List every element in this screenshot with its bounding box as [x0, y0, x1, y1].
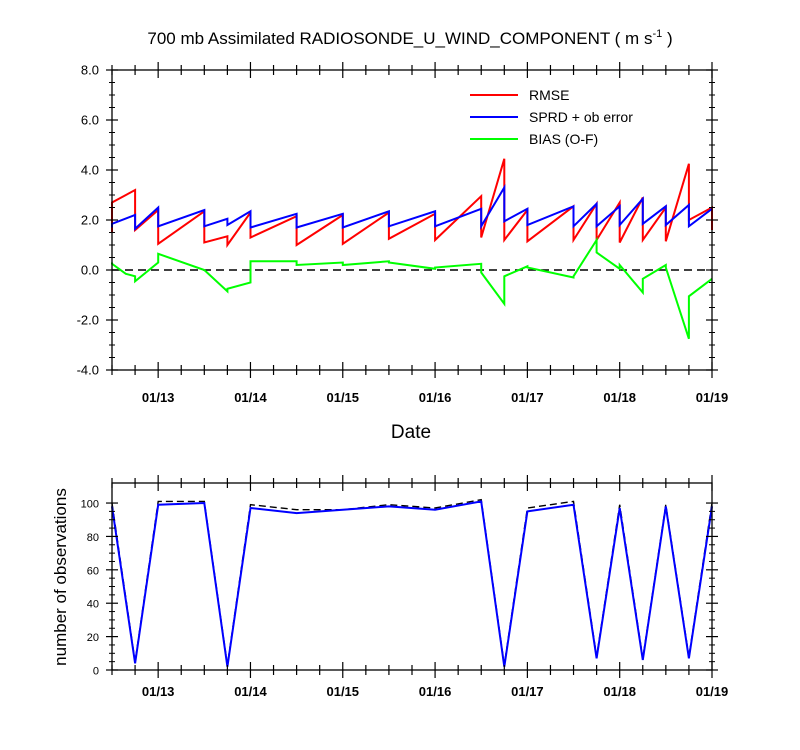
- legend-label-2: BIAS (O-F): [529, 131, 598, 147]
- bottom-x-tick-label: 01/14: [234, 684, 267, 699]
- top-x-tick-label: 01/16: [419, 390, 452, 405]
- top-x-tick-label: 01/13: [142, 390, 175, 405]
- top-chart-legend: RMSE SPRD + ob error BIAS (O-F): [470, 87, 633, 147]
- x-axis-label-date: Date: [391, 422, 431, 443]
- bottom-y-tick-label: 0: [93, 666, 99, 678]
- top-chart-axes: -4.0 -2.0 0.0 2.0 4.0 6.0 8.0 01/13 01/14 01/15 01…: [77, 62, 729, 405]
- bottom-chart-marks: [111, 498, 713, 667]
- top-chart-marks: [111, 158, 713, 340]
- bottom-x-tick-label: 01/17: [511, 684, 544, 699]
- bottom-y-tick-label: 100: [81, 499, 99, 511]
- top-y-tick-label: 4.0: [81, 163, 99, 178]
- bottom-y-tick-label: 80: [87, 532, 99, 544]
- bottom-x-tick-label: 01/16: [419, 684, 452, 699]
- top-x-tick-label: 01/15: [326, 390, 359, 405]
- top-y-tick-label: 0.0: [81, 263, 99, 278]
- bottom-y-tick-label: 60: [87, 565, 99, 577]
- top-series-rmse-line: [111, 158, 713, 249]
- bottom-y-tick-label: 20: [87, 632, 99, 644]
- top-x-tick-label: 01/19: [696, 390, 729, 405]
- chart-title-main: 700 mb Assimilated RADIOSONDE_U_WIND_COM…: [147, 29, 652, 48]
- top-x-tick-label: 01/18: [603, 390, 636, 405]
- bottom-series-solid-1-line: [111, 500, 713, 667]
- top-y-tick-label: 2.0: [81, 213, 99, 228]
- top-y-tick-label: -4.0: [77, 363, 99, 378]
- top-series-bias-o-f-line: [111, 236, 713, 340]
- bottom-x-tick-label: 01/13: [142, 684, 175, 699]
- top-x-tick-label: 01/17: [511, 390, 544, 405]
- top-series-sprd-ob-error-line: [111, 183, 713, 231]
- bottom-x-tick-label: 01/19: [696, 684, 729, 699]
- bottom-y-tick-label: 40: [87, 599, 99, 611]
- bottom-x-tick-label: 01/15: [326, 684, 359, 699]
- bottom-x-tick-label: 01/18: [603, 684, 636, 699]
- top-y-tick-label: -2.0: [77, 313, 99, 328]
- chart-title-suffix: ): [662, 29, 672, 48]
- y-axis-label-observations: number of observations: [51, 488, 70, 666]
- top-chart-panel: -4.0 -2.0 0.0 2.0 4.0 6.0 8.0 01/13 01/14 01/15 01…: [77, 62, 729, 405]
- legend-label-0: RMSE: [529, 87, 569, 103]
- top-y-tick-label: 8.0: [81, 63, 99, 78]
- top-x-tick-label: 01/14: [234, 390, 267, 405]
- bottom-frame: [111, 482, 713, 671]
- top-y-tick-label: 6.0: [81, 113, 99, 128]
- chart-title-exponent: -1: [652, 28, 662, 40]
- legend-label-1: SPRD + ob error: [529, 109, 633, 125]
- chart-title: 700 mb Assimilated RADIOSONDE_U_WIND_COM…: [147, 28, 672, 48]
- bottom-chart-axes: 0 20 40 60 80 100 01/13 01/14 01/15 01/16 01/17 01/…: [81, 475, 729, 699]
- bottom-chart-panel: 0 20 40 60 80 100 01/13 01/14 01/15 01/16 01/17 01/…: [81, 475, 729, 699]
